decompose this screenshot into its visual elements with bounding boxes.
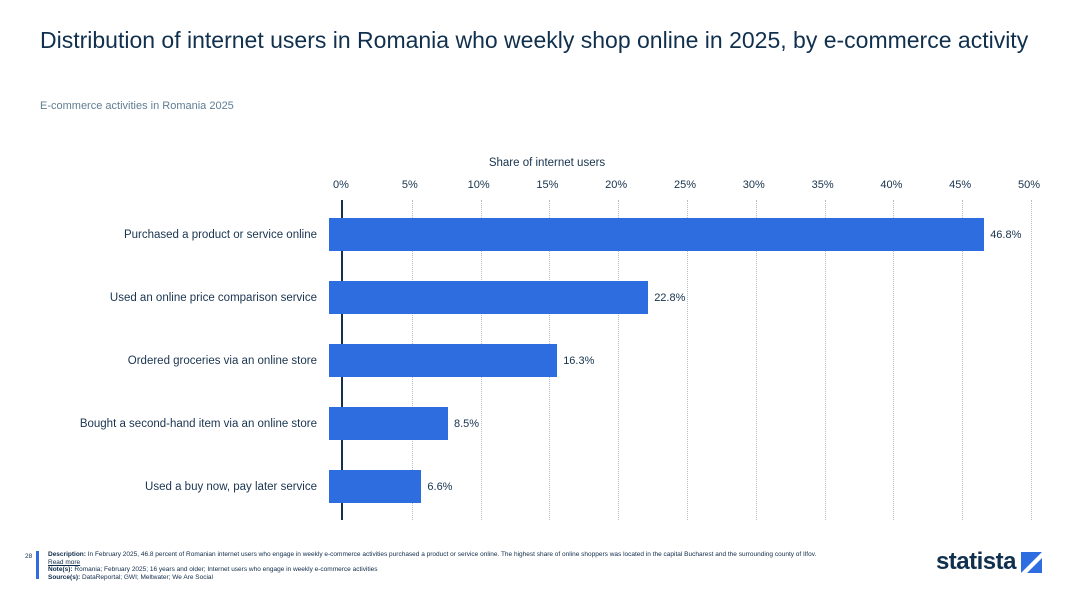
x-ticks: 0% 5% 10% 15% 20% 25% 30% 35% 40% 45% 50% <box>333 179 1040 193</box>
x-tick: 25% <box>673 179 697 191</box>
statista-logo-icon <box>1021 551 1042 573</box>
bar-track: 6.6% <box>329 470 1029 503</box>
bar-row: Bought a second-hand item via an online … <box>65 392 1029 455</box>
value-label: 16.3% <box>563 354 595 367</box>
bar-row: Used a buy now, pay later service 6.6% <box>65 455 1029 518</box>
bar[interactable] <box>329 281 649 314</box>
gridline <box>893 200 895 520</box>
x-tick: 45% <box>949 179 972 191</box>
footer-sources: Source(s): DataReportal; GWI; Meltwater;… <box>48 574 928 582</box>
bar-row: Purchased a product or service online 46.… <box>65 203 1029 266</box>
value-label: 22.8% <box>654 291 686 304</box>
bar[interactable] <box>329 407 448 440</box>
bar-track: 16.3% <box>329 344 1029 377</box>
sources-label: Source(s): <box>48 573 81 581</box>
accent-bar <box>36 551 39 579</box>
x-tick: 30% <box>742 179 765 191</box>
x-tick: 50% <box>1017 179 1041 191</box>
category-label: Bought a second-hand item via an online … <box>79 417 317 430</box>
value-label: 6.6% <box>427 480 453 493</box>
gridline <box>1031 200 1032 520</box>
x-tick: 20% <box>605 179 628 191</box>
value-label: 8.5% <box>454 417 480 430</box>
notes-label: Note(s): <box>48 566 73 574</box>
x-tick: 10% <box>467 179 490 191</box>
category-label: Purchased a product or service online <box>123 228 317 241</box>
notes-text: Romania; February 2025; 16 years and old… <box>74 566 378 574</box>
bar-row: Ordered groceries via an online store 16.… <box>65 329 1029 392</box>
bar-track: 22.8% <box>329 281 1029 314</box>
bar-track: 46.8% <box>329 218 1029 251</box>
bar[interactable] <box>329 470 422 503</box>
statista-logo[interactable]: statista <box>936 548 1042 576</box>
x-axis-title: Share of internet users <box>488 157 606 169</box>
page-number: 28 <box>25 553 33 560</box>
x-tick: 35% <box>811 179 834 191</box>
gridline <box>755 200 757 520</box>
footer: 28 Description: In February 2025, 46.8 p… <box>0 548 1080 595</box>
sources-text: DataReportal; GWI; Meltwater; We Are Soc… <box>81 573 213 581</box>
description-text: In February 2025, 46.8 percent of Romani… <box>87 551 817 558</box>
category-label: Ordered groceries via an online store <box>127 354 317 367</box>
bar-track: 8.5% <box>329 407 1029 440</box>
category-label: Used an online price comparison service <box>109 291 317 304</box>
footer-text: Description: In February 2025, 46.8 perc… <box>48 551 928 581</box>
bar[interactable] <box>329 344 558 377</box>
bar-chart: Share of internet users 0% 5% 10% 15% 20% 25%… <box>65 155 1040 540</box>
description-label: Description: <box>48 551 86 558</box>
read-more-link[interactable]: Read more <box>48 558 81 566</box>
x-tick: 40% <box>880 179 903 191</box>
x-tick: 0% <box>333 179 349 191</box>
x-tick: 5% <box>401 179 418 191</box>
bar-rows: Purchased a product or service online 46.… <box>65 203 1029 518</box>
gridline <box>824 200 826 520</box>
page-title: Distribution of internet users in Romani… <box>40 27 1029 53</box>
gridline <box>962 200 964 520</box>
category-label: Used a buy now, pay later service <box>145 480 317 493</box>
page-subtitle: E-commerce activities in Romania 2025 <box>40 100 234 112</box>
footer-description: Description: In February 2025, 46.8 perc… <box>48 551 928 559</box>
bar-row: Used an online price comparison service 2… <box>65 266 1029 329</box>
footer-notes: Note(s): Romania; February 2025; 16 year… <box>48 566 928 574</box>
value-label: 46.8% <box>990 228 1022 241</box>
x-tick: 15% <box>536 179 559 191</box>
bar[interactable] <box>329 218 985 251</box>
gridline <box>687 200 688 520</box>
statista-wordmark: statista <box>935 548 1017 575</box>
gridline <box>618 200 620 520</box>
